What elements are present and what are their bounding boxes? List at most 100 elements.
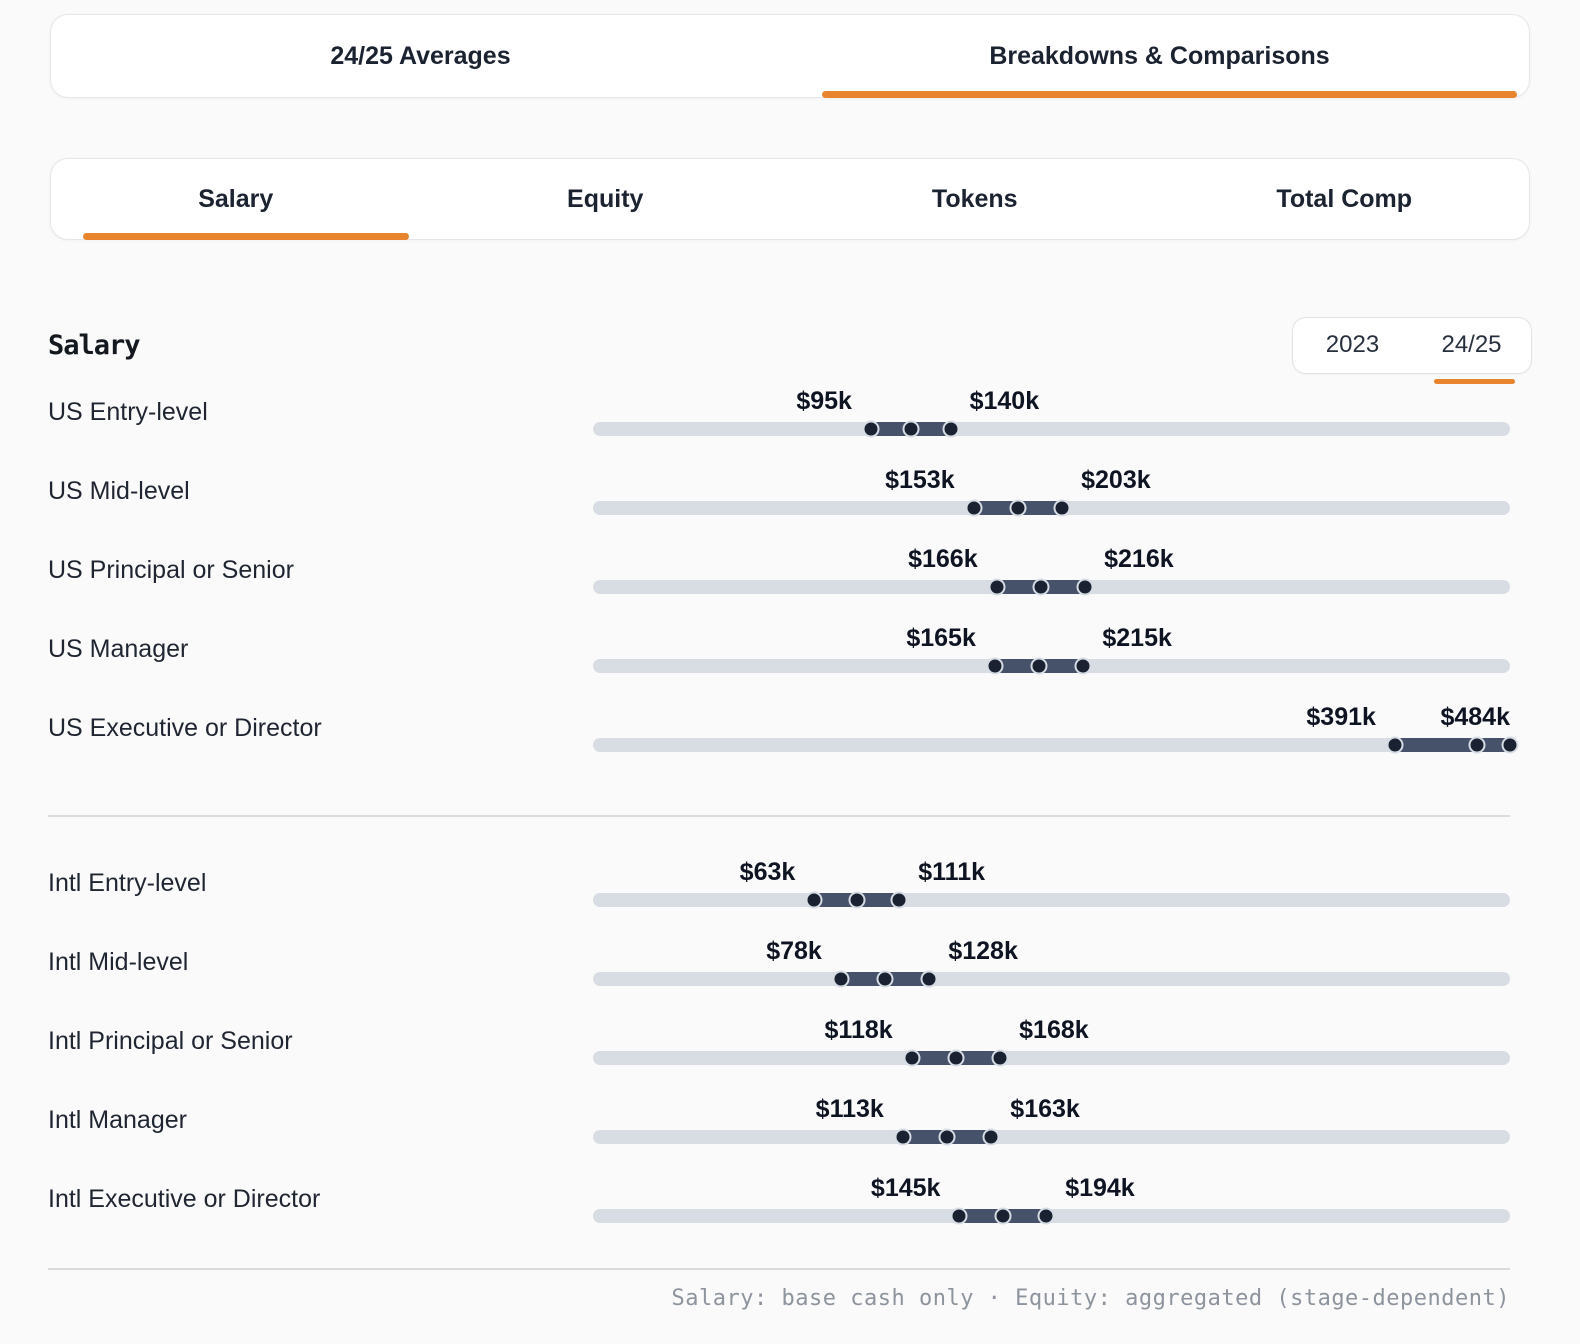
range-max-handle[interactable] [1076, 578, 1094, 596]
active-tab-underline [83, 233, 409, 240]
year-option-label: 24/25 [1441, 331, 1502, 358]
range-mid-handle[interactable] [938, 1128, 956, 1146]
range-min-handle[interactable] [950, 1207, 968, 1225]
slider-track[interactable] [593, 422, 1510, 436]
salary-range-slider: $391k $484k [593, 702, 1519, 781]
salary-range-slider: $145k $194k [593, 1173, 1510, 1252]
tab-breakdowns-comparisons[interactable]: Breakdowns & Comparisons [790, 15, 1529, 98]
slider-track[interactable] [593, 893, 1510, 907]
tab-label: Breakdowns & Comparisons [989, 41, 1330, 70]
year-toggle: 2023 24/25 [1292, 316, 1532, 384]
range-min-handle[interactable] [988, 578, 1006, 596]
min-value-label: $166k [908, 545, 978, 573]
tab-label: 24/25 Averages [330, 41, 511, 70]
salary-range-slider: $95k $140k [593, 386, 1510, 465]
range-mid-handle[interactable] [1032, 578, 1050, 596]
range-min-handle[interactable] [832, 970, 850, 988]
salary-range-slider: $113k $163k [593, 1094, 1510, 1173]
range-min-handle[interactable] [903, 1049, 921, 1067]
metric-tabbar: Salary Equity Tokens Total Comp [50, 158, 1530, 240]
active-year-underline [1434, 378, 1515, 384]
salary-range-slider: $118k $168k [593, 1015, 1510, 1094]
max-value-label: $140k [969, 387, 1040, 415]
year-option-24-25[interactable]: 24/25 [1412, 318, 1531, 384]
range-min-handle[interactable] [894, 1128, 912, 1146]
methodology-note: Salary: base cash only · Equity: aggrega… [671, 1286, 1510, 1311]
range-max-handle[interactable] [1053, 499, 1071, 517]
salary-row: Intl Entry-level $63k $111k [48, 857, 1510, 936]
tab-salary[interactable]: Salary [51, 159, 421, 240]
range-max-handle[interactable] [942, 420, 960, 438]
min-value-label: $95k [796, 387, 852, 415]
max-value-label: $216k [1104, 545, 1174, 573]
max-value-label: $128k [948, 937, 1018, 965]
range-mid-handle[interactable] [876, 970, 894, 988]
max-value-label: $168k [1019, 1016, 1089, 1044]
range-max-handle[interactable] [890, 891, 908, 909]
min-value-label: $113k [815, 1095, 884, 1123]
salary-section-header: Salary 2023 24/25 [48, 316, 1532, 384]
tab-label: Salary [198, 184, 274, 213]
range-max-handle[interactable] [982, 1128, 1000, 1146]
salary-range-slider: $153k $203k [593, 465, 1510, 544]
role-label: Intl Executive or Director [48, 1185, 321, 1213]
range-max-handle[interactable] [991, 1049, 1009, 1067]
salary-range-slider: $165k $215k [593, 623, 1510, 702]
range-mid-handle[interactable] [994, 1207, 1012, 1225]
max-value-label: $163k [1010, 1095, 1080, 1123]
min-value-label: $165k [906, 624, 976, 652]
role-label: US Entry-level [48, 398, 208, 426]
active-tab-underline [822, 91, 1517, 98]
slider-track[interactable] [593, 1051, 1510, 1065]
tab-equity[interactable]: Equity [421, 159, 791, 239]
range-mid-handle[interactable] [1009, 499, 1027, 517]
range-min-handle[interactable] [965, 499, 983, 517]
salary-row: Intl Executive or Director $145k $194k [48, 1173, 1510, 1252]
min-value-label: $145k [870, 1174, 941, 1202]
range-max-handle[interactable] [1501, 736, 1519, 754]
year-option-2023[interactable]: 2023 [1293, 318, 1412, 373]
salary-row: US Principal or Senior $166k $216k [48, 544, 1510, 623]
range-mid-handle[interactable] [1468, 736, 1486, 754]
footer-divider [48, 1268, 1510, 1270]
salary-row: US Executive or Director $391k $484k [48, 702, 1519, 781]
salary-row: Intl Mid-level $78k $128k [48, 936, 1510, 1015]
role-label: US Principal or Senior [48, 556, 294, 584]
range-max-handle[interactable] [1037, 1207, 1055, 1225]
min-value-label: $391k [1306, 703, 1376, 731]
slider-track[interactable] [593, 1130, 1510, 1144]
range-min-handle[interactable] [862, 420, 880, 438]
max-value-label: $111k [918, 858, 986, 886]
range-max-handle[interactable] [1074, 657, 1092, 675]
view-tabbar: 24/25 Averages Breakdowns & Comparisons [50, 14, 1530, 98]
min-value-label: $118k [824, 1016, 893, 1044]
role-label: Intl Principal or Senior [48, 1027, 293, 1055]
range-min-handle[interactable] [986, 657, 1004, 675]
range-min-handle[interactable] [805, 891, 823, 909]
salary-row: US Entry-level $95k $140k [48, 386, 1510, 465]
salary-range-slider: $166k $216k [593, 544, 1510, 623]
max-value-label: $484k [1440, 703, 1510, 731]
slider-track[interactable] [593, 738, 1510, 752]
role-label: US Manager [48, 635, 189, 663]
tab-tokens[interactable]: Tokens [790, 159, 1160, 239]
tab-total-comp[interactable]: Total Comp [1160, 159, 1530, 239]
range-mid-handle[interactable] [902, 420, 920, 438]
salary-rows-intl: Intl Entry-level $63k $111k Intl Mid-level $… [48, 857, 1510, 1252]
salary-row: US Manager $165k $215k [48, 623, 1510, 702]
tab-label: Equity [567, 184, 644, 213]
range-mid-handle[interactable] [848, 891, 866, 909]
salary-rows-us: US Entry-level $95k $140k US Mid-level $153k… [48, 386, 1519, 781]
range-mid-handle[interactable] [947, 1049, 965, 1067]
range-min-handle[interactable] [1386, 736, 1404, 754]
slider-track[interactable] [593, 972, 1510, 986]
section-divider [48, 815, 1510, 817]
min-value-label: $153k [885, 466, 955, 494]
salary-row: Intl Principal or Senior $118k $168k [48, 1015, 1510, 1094]
range-max-handle[interactable] [920, 970, 938, 988]
tab-label: Total Comp [1276, 184, 1413, 213]
range-mid-handle[interactable] [1030, 657, 1048, 675]
tab-24-25-averages[interactable]: 24/25 Averages [51, 15, 790, 97]
min-value-label: $63k [739, 858, 796, 886]
max-value-label: $203k [1081, 466, 1151, 494]
